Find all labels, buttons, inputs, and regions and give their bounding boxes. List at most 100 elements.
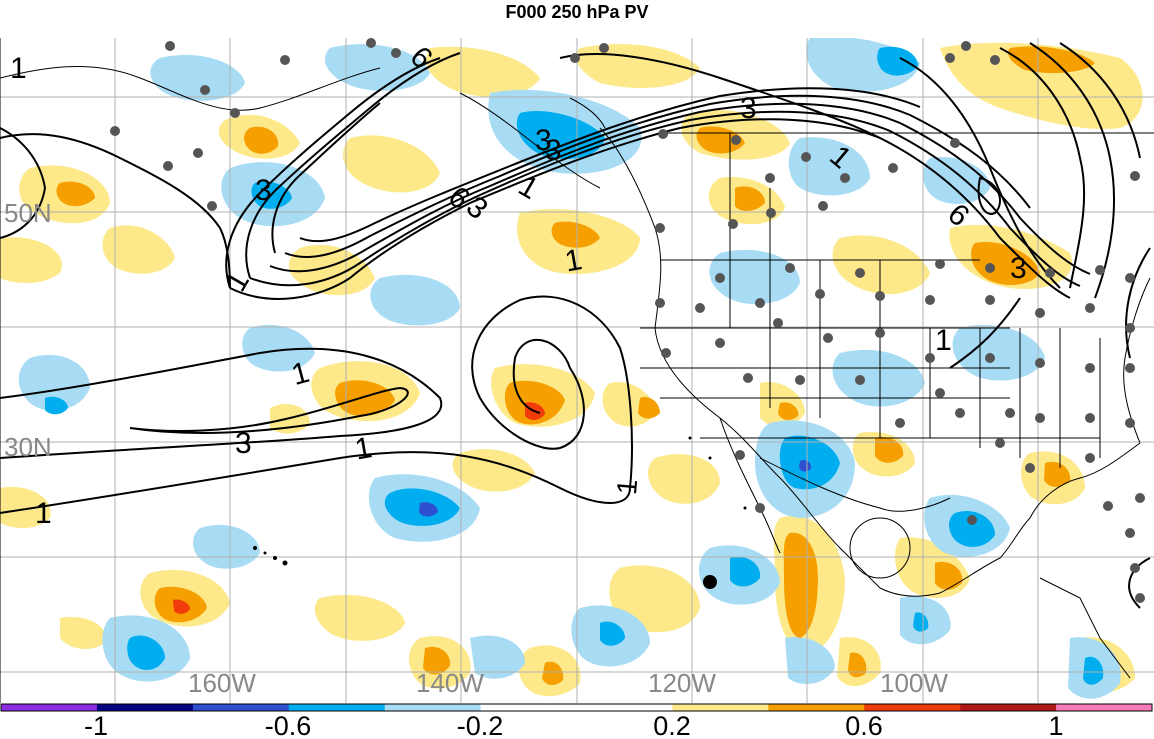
station-dot (950, 138, 960, 148)
station-dot (655, 298, 665, 308)
contour-label: 1 (562, 243, 584, 278)
station-dot (1130, 563, 1140, 573)
colorbar: -1 -0.6 -0.2 0.2 0.6 1 (0, 703, 1154, 739)
station-dot (755, 298, 765, 308)
contour-label: 1 (935, 324, 952, 357)
station-dot (875, 328, 885, 338)
lon-label-160w: 160W (188, 668, 256, 698)
colorbar-swatch (480, 704, 577, 711)
contour-label: 1 (10, 52, 27, 85)
colorbar-tick: -1 (84, 711, 108, 739)
station-dot (785, 263, 795, 273)
contour-label: 3 (1010, 252, 1027, 285)
station-dot (1025, 463, 1035, 473)
station-dot (945, 53, 955, 63)
station-dot (765, 173, 775, 183)
station-dot (110, 126, 120, 136)
colorbar-swatch (384, 704, 482, 711)
station-dot (280, 55, 290, 65)
highlight-dot (703, 575, 717, 589)
contour-label: 1 (611, 478, 643, 496)
station-dot (1125, 363, 1135, 373)
station-dot (1135, 493, 1145, 503)
colorbar-frame (0, 703, 1153, 712)
station-dot (925, 353, 935, 363)
colorbar-swatches (1, 704, 1153, 711)
station-dot (661, 348, 671, 358)
colorbar-swatch (960, 704, 1057, 711)
contour-label: 3 (535, 124, 552, 157)
station-dot (1130, 171, 1140, 181)
station-dots (110, 38, 1145, 603)
station-dot (1035, 308, 1045, 318)
station-dot (855, 268, 865, 278)
station-dot (1125, 273, 1135, 283)
negative-mid-areas (45, 46, 1104, 685)
station-dot (743, 373, 753, 383)
lat-label-50n: 50N (4, 198, 52, 228)
colorbar-tick: -0.2 (457, 711, 504, 739)
station-dot (840, 173, 850, 183)
station-dot (1085, 303, 1095, 313)
station-dot (985, 263, 995, 273)
station-dot (985, 295, 995, 305)
station-dot (855, 375, 865, 385)
lat-lon-grid (0, 38, 1154, 703)
station-dot (230, 108, 240, 118)
station-dot (658, 129, 668, 139)
pv-contours (0, 42, 1151, 609)
colorbar-swatch (576, 704, 673, 711)
lat-label-30n: 30N (4, 432, 52, 462)
station-dot (823, 333, 833, 343)
station-dot (695, 303, 705, 313)
station-dot (599, 43, 609, 53)
colorbar-tick: -0.6 (265, 711, 312, 739)
station-dot (990, 55, 1000, 65)
colorbar-swatch (288, 704, 386, 711)
station-dot (967, 515, 977, 525)
contour-label: 1 (35, 497, 52, 530)
station-dot (655, 223, 665, 233)
colorbar-ticks: -1 -0.6 -0.2 0.2 0.6 1 (84, 711, 1064, 739)
colorbar-swatch (96, 704, 194, 711)
station-dot (1035, 358, 1045, 368)
contour-label: 3 (235, 427, 252, 460)
station-dot (1085, 413, 1095, 423)
negative-strong-areas (419, 460, 812, 517)
contour-label: 3 (740, 92, 757, 125)
lon-label-140w: 140W (416, 668, 484, 698)
colorbar-swatch (1056, 704, 1153, 711)
station-dot (193, 148, 203, 158)
pv-map-panel: 1 6 3 3 6 3 1 1 3 3 1 6 3 1 1 3 1 1 1 1 … (0, 38, 1154, 703)
pv-map: 1 6 3 3 6 3 1 1 3 3 1 6 3 1 1 3 1 1 1 1 … (0, 38, 1154, 703)
station-dot (801, 152, 811, 162)
colorbar-svg: -1 -0.6 -0.2 0.2 0.6 1 (0, 703, 1153, 739)
station-dot (570, 53, 580, 63)
station-dot (207, 201, 217, 211)
contour-label: 3 (255, 174, 272, 207)
colorbar-swatch (864, 704, 961, 711)
station-dot (1035, 413, 1045, 423)
station-dot (935, 259, 945, 269)
station-dot (366, 38, 376, 48)
colorbar-tick: 0.6 (845, 711, 883, 739)
station-dot (1135, 593, 1145, 603)
station-dot (818, 201, 828, 211)
station-dot (715, 338, 725, 348)
station-dot (1005, 408, 1015, 418)
station-dot (995, 438, 1005, 448)
station-dot (1085, 453, 1095, 463)
station-dot (895, 418, 905, 428)
lon-label-120w: 120W (648, 668, 716, 698)
station-dot (961, 41, 971, 51)
station-dot (735, 450, 745, 460)
station-dot (731, 135, 741, 145)
map-title: F000 250 hPa PV (505, 2, 649, 22)
station-dot (755, 503, 765, 513)
station-dot (715, 273, 725, 283)
colorbar-tick: 1 (1048, 711, 1063, 739)
station-dot (391, 48, 401, 58)
station-dot (728, 219, 738, 229)
station-dot (925, 295, 935, 305)
colorbar-swatch (192, 704, 290, 711)
